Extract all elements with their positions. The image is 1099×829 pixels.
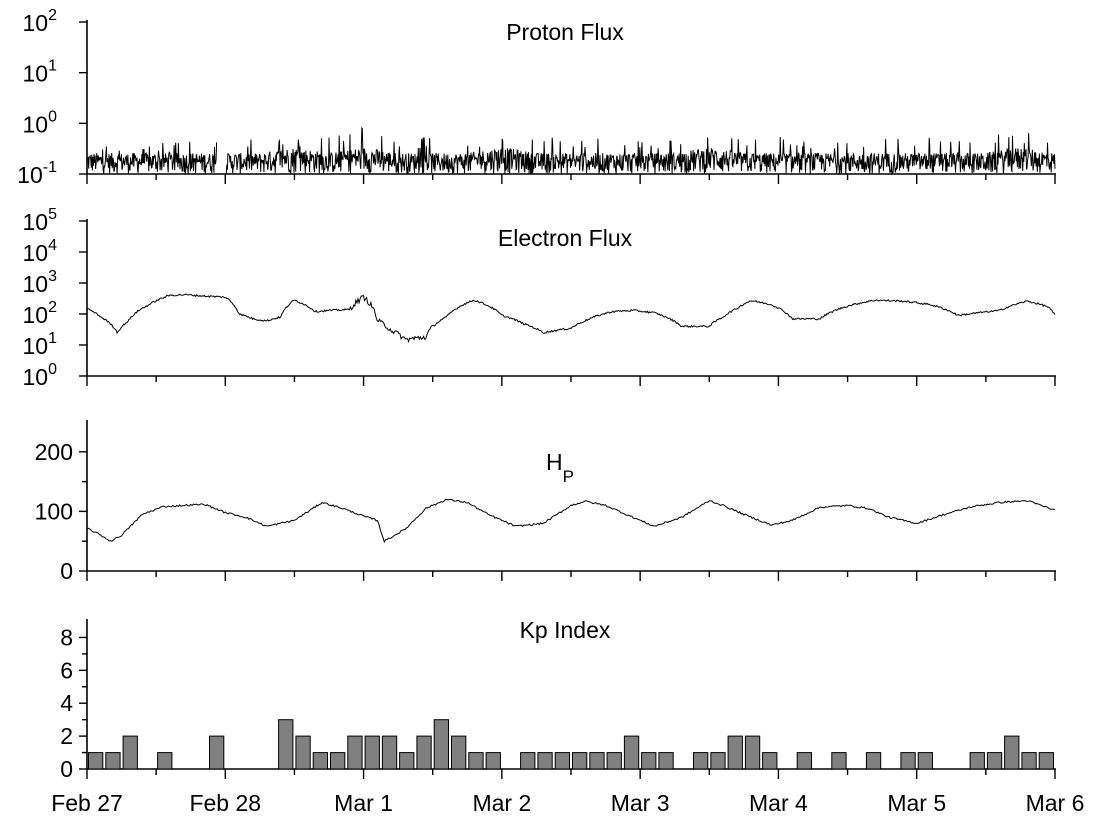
x-tick-label: Mar 5: [887, 790, 946, 816]
kp-bar: [693, 752, 709, 770]
kp-bar: [900, 752, 916, 770]
kp-bar: [1038, 752, 1054, 770]
kp-index-y-tick-label: 6: [60, 657, 73, 683]
electron-flux-y-tick-label: 102: [23, 299, 58, 328]
kp-bar: [589, 752, 605, 770]
hp-title-base: H: [546, 449, 563, 475]
panel-kp-index: Kp Index: [520, 617, 611, 643]
kp-bar: [1021, 752, 1037, 770]
x-tick-label: Mar 4: [749, 790, 808, 816]
kp-bar: [727, 735, 743, 770]
x-tick-label: Mar 6: [1026, 790, 1085, 816]
x-tick-label: Feb 27: [51, 790, 123, 816]
kp-bar: [278, 719, 294, 770]
kp-bar: [572, 752, 588, 770]
kp-bar: [710, 752, 726, 770]
proton-flux-title: Proton Flux: [506, 19, 624, 45]
electron-flux-y-tick-label: 103: [23, 268, 58, 297]
hp-y-tick-label: 200: [35, 439, 73, 465]
panel-electron-flux: Electron Flux: [498, 225, 633, 251]
electron-flux-y-tick-label: 101: [23, 330, 58, 359]
electron-flux-title: Electron Flux: [498, 225, 633, 251]
kp-bar: [347, 735, 363, 770]
proton-flux-y-tick-label: 101: [23, 58, 58, 87]
hp-title: HP: [546, 449, 574, 486]
kp-bar: [157, 752, 173, 770]
hp-y-tick-label: 0: [60, 558, 73, 584]
kp-bar: [986, 752, 1003, 770]
kp-bar: [451, 735, 467, 770]
electron-flux-series-line: [86, 293, 1056, 343]
kp-bar: [485, 752, 501, 770]
kp-bar: [88, 752, 104, 770]
kp-bar: [969, 752, 985, 770]
kp-index-y-tick-label: 2: [60, 723, 73, 749]
kp-index-y-tick-label: 4: [60, 690, 73, 716]
kp-bar: [658, 752, 674, 770]
kp-bar: [122, 735, 138, 770]
kp-bar: [399, 752, 415, 770]
kp-bar: [554, 752, 571, 770]
kp-bar: [623, 735, 640, 770]
kp-bar: [1004, 735, 1020, 770]
kp-bar: [381, 735, 398, 770]
kp-bar: [330, 752, 346, 770]
kp-bar: [468, 752, 484, 770]
x-tick-label: Mar 2: [472, 790, 531, 816]
kp-index-y-tick-label: 8: [60, 624, 73, 650]
electron-flux-y-tick-label: 105: [23, 206, 58, 235]
kp-bar: [865, 752, 882, 770]
electron-flux-y-tick-label: 104: [23, 237, 58, 266]
x-tick-label: Feb 28: [189, 790, 261, 816]
kp-bar: [364, 735, 380, 770]
x-tick-label: Mar 1: [334, 790, 393, 816]
electron-flux-y-tick-label: 100: [23, 361, 58, 390]
kp-bar: [537, 752, 553, 770]
kp-bar: [520, 752, 536, 770]
x-tick-label: Mar 3: [611, 790, 670, 816]
kp-bar: [744, 735, 761, 770]
hp-title-subscript: P: [563, 467, 574, 486]
kp-bar: [641, 752, 657, 770]
kp-bar: [295, 735, 311, 770]
hp-series-line: [87, 498, 1056, 544]
kp-index-y-tick-label: 0: [60, 756, 73, 782]
kp-bar: [606, 752, 622, 770]
kp-bar: [917, 752, 934, 770]
kp-bar: [416, 735, 432, 770]
hp-y-tick-label: 100: [35, 498, 73, 524]
panel-hp: HP: [546, 449, 574, 486]
kp-bar: [312, 752, 329, 770]
kp-bar: [831, 752, 847, 770]
panel-proton-flux: Proton Flux: [506, 19, 624, 45]
kp-bar: [762, 752, 778, 770]
proton-flux-y-tick-label: 102: [23, 7, 58, 36]
kp-bar: [105, 752, 121, 770]
proton-flux-series-line: [86, 141, 218, 174]
kp-bar: [433, 719, 450, 770]
proton-flux-y-tick-label: 10-1: [17, 159, 57, 188]
proton-flux-series-line: [225, 126, 1056, 176]
proton-flux-y-tick-label: 100: [23, 108, 58, 137]
kp-index-title: Kp Index: [520, 617, 611, 643]
kp-bar: [796, 752, 813, 770]
kp-bar: [209, 735, 225, 770]
